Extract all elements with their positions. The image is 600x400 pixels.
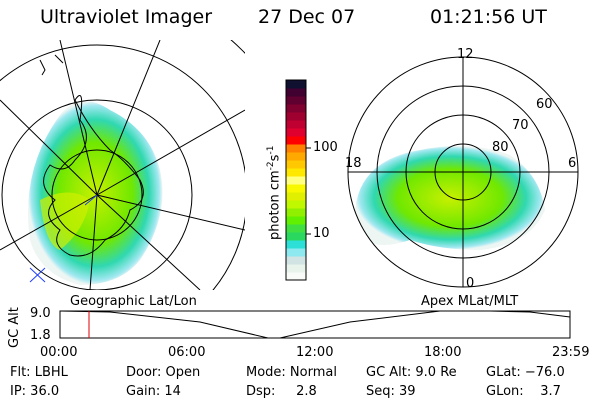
colorbar-swatch <box>286 152 306 161</box>
info-mode: Mode: Normal <box>246 365 337 380</box>
lat-80: 80 <box>492 140 509 155</box>
geographic-map <box>0 40 245 290</box>
xtick: 06:00 <box>168 345 206 360</box>
colorbar-swatch <box>286 272 306 281</box>
colorbar <box>286 80 306 281</box>
time-label: 01:21:56 UT <box>430 6 547 28</box>
colorbar-label: photon cm-2s-1 <box>266 145 283 240</box>
colorbar-swatch <box>286 168 306 177</box>
colorbar-swatch <box>286 248 306 257</box>
mlt-6: 6 <box>568 156 577 171</box>
lat-70: 70 <box>512 118 529 133</box>
colorbar-swatch <box>286 96 306 105</box>
apex-caption: Apex MLat/MLT <box>421 294 519 309</box>
instrument-title: Ultraviolet Imager <box>40 6 213 28</box>
xtick: 00:00 <box>40 345 78 360</box>
info-glon: GLon: 3.7 <box>486 384 561 399</box>
colorbar-swatch <box>286 120 306 129</box>
date-label: 27 Dec 07 <box>258 6 356 28</box>
colorbar-swatch <box>286 208 306 217</box>
xtick: 12:00 <box>296 345 334 360</box>
lat-60: 60 <box>536 97 553 112</box>
info-door: Door: Open <box>126 365 201 380</box>
xtick: 18:00 <box>424 345 462 360</box>
colorbar-swatch <box>286 144 306 153</box>
colorbar-swatch <box>286 112 306 121</box>
colorbar-swatch <box>286 88 306 97</box>
mlt-18: 18 <box>345 156 362 171</box>
info-gain: Gain: 14 <box>126 384 181 399</box>
mlt-12: 12 <box>457 47 474 62</box>
mlt-0: 0 <box>466 276 475 291</box>
colorbar-swatch <box>286 104 306 113</box>
info-seq: Seq: 39 <box>366 384 416 399</box>
colorbar-tick-10: 10 <box>313 226 330 241</box>
colorbar-swatch <box>286 256 306 265</box>
ytick: 1.8 <box>30 328 51 343</box>
colorbar-swatch <box>286 232 306 241</box>
colorbar-swatch <box>286 184 306 193</box>
info-ip: IP: 36.0 <box>10 384 60 399</box>
apex-polar-map <box>347 56 579 288</box>
colorbar-swatch <box>286 224 306 233</box>
colorbar-swatch <box>286 192 306 201</box>
info-glat: GLat: −76.0 <box>486 365 565 380</box>
altitude-ylabel: GC Alt <box>7 307 22 348</box>
colorbar-swatch <box>286 240 306 249</box>
ytick: 9.0 <box>30 306 51 321</box>
colorbar-swatch <box>286 136 306 145</box>
colorbar-swatch <box>286 216 306 225</box>
info-dsp: Dsp: 2.8 <box>246 384 317 399</box>
colorbar-swatch <box>286 128 306 137</box>
info-filter: Flt: LBHL <box>10 365 68 380</box>
colorbar-swatch <box>286 264 306 273</box>
xtick: 23:59 <box>552 345 590 360</box>
colorbar-swatch <box>286 176 306 185</box>
colorbar-swatch <box>286 160 306 169</box>
altitude-plot <box>59 310 571 339</box>
colorbar-swatch <box>286 80 306 89</box>
geographic-caption: Geographic Lat/Lon <box>70 294 197 309</box>
info-gc-alt: GC Alt: 9.0 Re <box>366 365 457 380</box>
colorbar-swatch <box>286 200 306 209</box>
colorbar-tick-100: 100 <box>313 140 338 155</box>
